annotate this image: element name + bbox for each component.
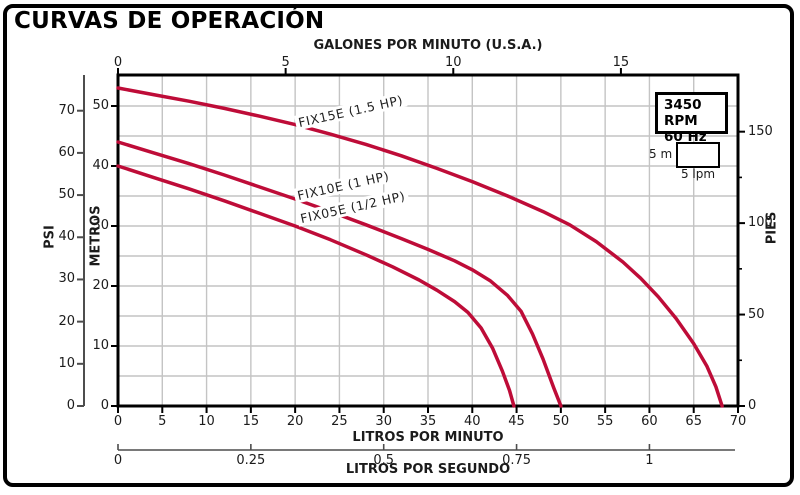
tick-label-lps-0: 0 <box>113 453 123 468</box>
rpm-badge: 3450 RPM 60 Hz <box>655 92 728 145</box>
tick-label-pies-0: 0 <box>748 398 757 413</box>
tick-label-lpm-65: 65 <box>685 414 702 429</box>
curve-FIX10E <box>116 140 563 408</box>
tick-label-metros-20: 20 <box>92 278 109 293</box>
tick-label-lps-0.75: 0.75 <box>502 453 532 468</box>
tick-label-lpm-25: 25 <box>331 414 348 429</box>
tick-label-lpm-15: 15 <box>242 414 260 429</box>
tick-label-lpm-50: 50 <box>552 414 570 429</box>
tick-label-lpm-0: 0 <box>113 414 123 429</box>
scale-meters-label: 5 m <box>649 147 673 161</box>
tick-label-metros-50: 50 <box>92 98 109 113</box>
tick-label-psi-30: 30 <box>58 271 75 287</box>
tick-label-metros-10: 10 <box>92 338 109 353</box>
tick-label-lps-1: 1 <box>645 453 654 468</box>
tick-label-lpm-5: 5 <box>158 414 167 429</box>
tick-label-gpm-0: 0 <box>113 55 123 70</box>
page-title: CURVAS DE OPERACIÓN <box>14 8 325 34</box>
tick-label-gpm-15: 15 <box>612 55 630 70</box>
axis-title-gpm: GALONES POR MINUTO (U.S.A.) <box>313 38 543 53</box>
outer-border <box>3 4 794 487</box>
tick-label-lpm-30: 30 <box>375 414 392 429</box>
tick-label-lpm-45: 45 <box>508 414 525 429</box>
tick-label-gpm-10: 10 <box>444 55 462 70</box>
tick-label-lpm-70: 70 <box>729 414 747 429</box>
tick-label-psi-0: 0 <box>66 398 75 413</box>
tick-label-psi-40: 40 <box>58 229 75 245</box>
tick-label-psi-50: 50 <box>58 187 75 203</box>
tick-label-lpm-40: 40 <box>464 414 481 429</box>
tick-label-lpm-55: 55 <box>596 414 614 429</box>
scale-indicator-box <box>676 142 720 168</box>
axis-title-metros: METROS <box>88 205 104 267</box>
tick-label-pies-150: 150 <box>748 123 773 139</box>
tick-label-psi-60: 60 <box>58 144 75 160</box>
curve-FIX15E <box>116 86 724 408</box>
curve-FIX05E <box>116 164 516 408</box>
tick-label-metros-0: 0 <box>100 398 109 413</box>
tick-label-lpm-35: 35 <box>419 414 437 429</box>
tick-label-lpm-20: 20 <box>286 414 304 429</box>
tick-label-lpm-60: 60 <box>641 414 658 429</box>
tick-label-pies-50: 50 <box>748 306 765 322</box>
axis-title-psi: PSI <box>42 225 58 249</box>
axis-title-pies: PIES <box>764 211 780 245</box>
tick-label-metros-40: 40 <box>92 158 109 173</box>
tick-label-psi-70: 70 <box>58 102 75 118</box>
tick-label-gpm-5: 5 <box>281 55 290 70</box>
tick-label-psi-20: 20 <box>58 313 75 329</box>
tick-label-lps-0.25: 0.25 <box>236 453 266 468</box>
axis-title-lpm: LITROS POR MINUTO <box>352 430 504 445</box>
tick-label-psi-10: 10 <box>58 355 75 371</box>
rpm-value: 3450 RPM <box>664 97 702 129</box>
tick-label-metros-30: 30 <box>92 218 109 233</box>
tick-label-lps-0.5: 0.5 <box>373 453 395 468</box>
axis-title-lps: LITROS POR SEGUNDO <box>345 462 511 477</box>
scale-lpm-label: 5 lpm <box>680 167 716 181</box>
gridlines <box>118 75 738 406</box>
frequency-value: 60 Hz <box>664 129 707 145</box>
tick-label-lpm-10: 10 <box>198 414 215 429</box>
tick-label-pies-100: 100 <box>748 215 773 231</box>
